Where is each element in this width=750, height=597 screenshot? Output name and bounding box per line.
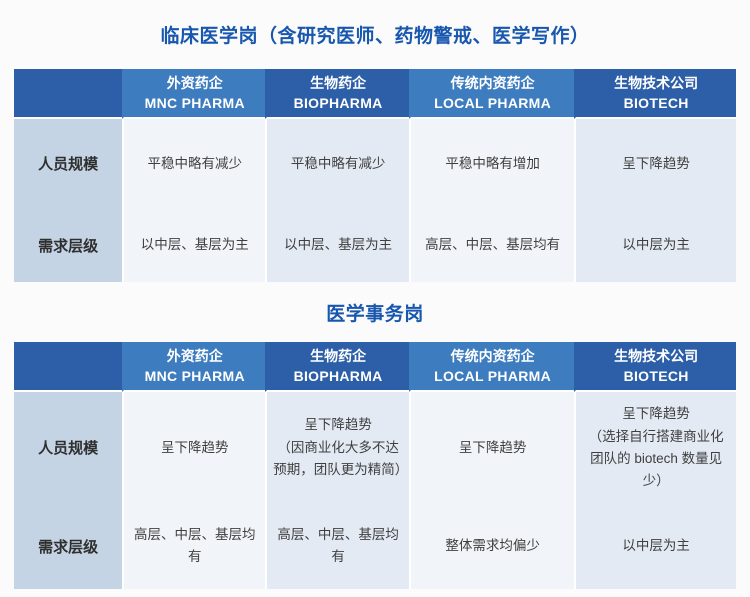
column-header-en: LOCAL PHARMA bbox=[434, 367, 552, 384]
column-header-zh: 生物技术公司 bbox=[614, 75, 699, 91]
column-header-biotech: 生物技术公司 BIOTECH bbox=[574, 341, 736, 392]
column-header-zh: 外资药企 bbox=[166, 75, 223, 91]
clinical-medical-title: 临床医学岗（含研究医师、药物警戒、医学写作） bbox=[160, 26, 590, 47]
column-header-en: BIOTECH bbox=[623, 95, 689, 111]
column-header-mnc-pharma: 外资药企 MNC PHARMA bbox=[122, 69, 266, 119]
cell-demand-mnc: 高层、中层、基层均有 bbox=[122, 503, 266, 589]
cell-demand-biopharma: 高层、中层、基层均有 bbox=[265, 503, 409, 589]
column-header-en: BIOPHARMA bbox=[293, 95, 383, 111]
cell-headcount-mnc: 呈下降趋势 bbox=[122, 391, 266, 504]
column-header-en: BIOPHARMA bbox=[293, 367, 383, 384]
column-header-biopharma: 生物药企 BIOPHARMA bbox=[265, 341, 409, 392]
cell-headcount-mnc: 平稳中略有减少 bbox=[122, 118, 266, 209]
cell-demand-biotech: 以中层为主 bbox=[574, 503, 736, 589]
corner-cell bbox=[14, 69, 123, 119]
clinical-medical-table: 外资药企 MNC PHARMA 生物药企 BIOPHARMA 传统内资药企 LO… bbox=[14, 69, 736, 282]
cell-headcount-biotech: 呈下降趋势 （选择自行搭建商业化团队的 biotech 数量见少） bbox=[574, 391, 736, 504]
column-header-local-pharma: 传统内资药企 LOCAL PHARMA bbox=[408, 69, 575, 119]
column-header-zh: 生物药企 bbox=[310, 75, 367, 91]
table-row-demand-level: 需求层级 高层、中层、基层均有 高层、中层、基层均有 整体需求均偏少 以中层为主 bbox=[14, 503, 736, 589]
cell-demand-local: 整体需求均偏少 bbox=[408, 503, 575, 589]
medical-affairs-table: 外资药企 MNC PHARMA 生物药企 BIOPHARMA 传统内资药企 LO… bbox=[14, 341, 736, 589]
column-header-local-pharma: 传统内资药企 LOCAL PHARMA bbox=[408, 341, 575, 392]
column-header-en: MNC PHARMA bbox=[144, 367, 245, 384]
cell-headcount-biopharma: 呈下降趋势 （因商业化大多不达预期，团队更为精简） bbox=[265, 391, 409, 504]
table-row-demand-level: 需求层级 以中层、基层为主 以中层、基层为主 高层、中层、基层均有 以中层为主 bbox=[14, 208, 736, 282]
column-header-zh: 传统内资药企 bbox=[450, 75, 535, 91]
column-header-zh: 生物技术公司 bbox=[614, 347, 699, 364]
cell-headcount-biotech: 呈下降趋势 bbox=[574, 118, 736, 209]
medical-affairs-title: 医学事务岗 bbox=[326, 303, 424, 325]
row-label-demand-level: 需求层级 bbox=[14, 503, 123, 589]
column-header-en: MNC PHARMA bbox=[144, 95, 245, 111]
column-header-mnc-pharma: 外资药企 MNC PHARMA bbox=[122, 341, 266, 392]
column-header-en: LOCAL PHARMA bbox=[434, 95, 552, 111]
row-label-headcount: 人员规模 bbox=[14, 391, 123, 504]
row-label-demand-level: 需求层级 bbox=[14, 208, 123, 282]
cell-demand-biotech: 以中层为主 bbox=[574, 208, 736, 282]
cell-headcount-local: 平稳中略有增加 bbox=[408, 118, 575, 209]
column-header-biotech: 生物技术公司 BIOTECH bbox=[574, 69, 736, 119]
table-row-headcount: 人员规模 平稳中略有减少 平稳中略有减少 平稳中略有增加 呈下降趋势 bbox=[14, 118, 736, 209]
corner-cell bbox=[14, 341, 123, 392]
column-header-zh: 传统内资药企 bbox=[450, 347, 535, 364]
cell-demand-local: 高层、中层、基层均有 bbox=[408, 208, 575, 282]
column-header-biopharma: 生物药企 BIOPHARMA bbox=[265, 69, 409, 119]
row-label-headcount: 人员规模 bbox=[14, 118, 123, 209]
header-row: 外资药企 MNC PHARMA 生物药企 BIOPHARMA 传统内资药企 LO… bbox=[14, 341, 736, 392]
cell-demand-mnc: 以中层、基层为主 bbox=[122, 208, 266, 282]
cell-demand-biopharma: 以中层、基层为主 bbox=[265, 208, 409, 282]
table-row-headcount: 人员规模 呈下降趋势 呈下降趋势 （因商业化大多不达预期，团队更为精简） 呈下降… bbox=[14, 391, 736, 504]
column-header-en: BIOTECH bbox=[623, 367, 689, 384]
column-header-zh: 外资药企 bbox=[166, 347, 223, 364]
column-header-zh: 生物药企 bbox=[310, 347, 367, 364]
cell-headcount-biopharma: 平稳中略有减少 bbox=[265, 118, 409, 209]
cell-headcount-local: 呈下降趋势 bbox=[408, 391, 575, 504]
header-row: 外资药企 MNC PHARMA 生物药企 BIOPHARMA 传统内资药企 LO… bbox=[14, 69, 736, 119]
